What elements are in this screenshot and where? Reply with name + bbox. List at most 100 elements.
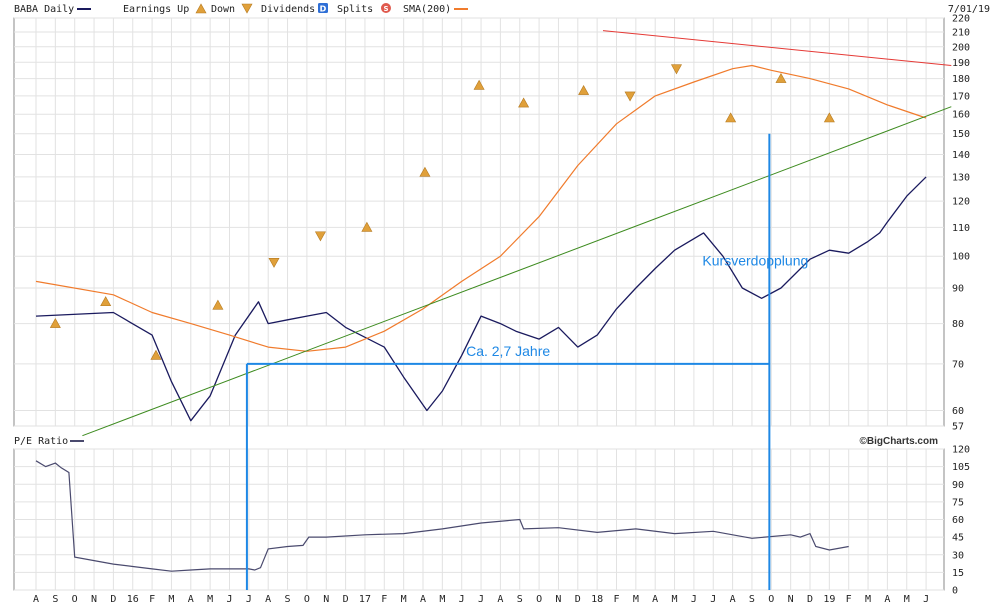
pe-y-tick-label: 90 <box>952 480 964 491</box>
x-tick-label: J <box>459 594 465 605</box>
price-y-axis: 57 60 70 80 90 100 110 120 130 140 150 160 170 180 190… <box>952 14 970 433</box>
x-tick-label: J <box>923 594 929 605</box>
earnings-up-icon <box>195 3 207 14</box>
x-tick-label: A <box>265 594 271 605</box>
x-tick-label: F <box>613 594 619 605</box>
x-tick-label: A <box>188 594 194 605</box>
pe-y-axis: 0 15 30 45 60 75 90 105 120 <box>952 445 970 597</box>
legend-dividends: Dividends <box>261 4 315 15</box>
pe-panel: P/E Ratio 0 15 30 45 60 75 90 105 120 <box>13 436 970 597</box>
x-tick-label: D <box>110 594 116 605</box>
price-y-tick-label: 170 <box>952 91 970 102</box>
earnings-up-marker <box>212 299 224 310</box>
earnings-up-marker <box>518 97 530 108</box>
x-tick-label: S <box>517 594 523 605</box>
price-y-tick-label: 57 <box>952 422 964 433</box>
x-tick-label: A <box>730 594 736 605</box>
x-tick-label: M <box>401 594 407 605</box>
pe-title: P/E Ratio <box>14 436 68 447</box>
x-tick-label: 17 <box>359 594 371 605</box>
price-y-tick-label: 220 <box>952 14 970 25</box>
x-tick-label: J <box>226 594 232 605</box>
price-y-tick-label: 130 <box>952 172 970 183</box>
earnings-up-marker <box>823 112 835 123</box>
x-tick-label: A <box>884 594 890 605</box>
pe-legend-swatch <box>70 440 84 442</box>
x-tick-label: J <box>478 594 484 605</box>
sma-200-line <box>35 64 927 352</box>
x-tick-label: 16 <box>127 594 139 605</box>
split-icon <box>381 3 391 13</box>
price-y-tick-label: 140 <box>952 150 970 161</box>
dividend-icon <box>318 3 328 13</box>
price-y-tick-label: 200 <box>952 42 970 53</box>
x-tick-label: A <box>420 594 426 605</box>
x-tick-label: A <box>652 594 658 605</box>
earnings-markers <box>49 64 835 360</box>
annotations: Ca. 2,7 Jahre Kursverdopplung <box>245 133 808 590</box>
price-y-tick-label: 210 <box>952 28 970 39</box>
price-y-tick-label: 100 <box>952 252 970 263</box>
pe-y-tick-label: 60 <box>952 515 964 526</box>
price-y-tick-label: 190 <box>952 58 970 69</box>
earnings-up-marker <box>150 349 162 360</box>
doubling-label: Kursverdopplung <box>702 252 808 268</box>
resistance-trendline <box>602 30 952 66</box>
x-tick-label: N <box>788 594 794 605</box>
sma-legend-swatch <box>454 8 468 10</box>
price-y-tick-label: 150 <box>952 129 970 140</box>
pe-ratio-line <box>35 460 849 572</box>
x-tick-label: 18 <box>591 594 603 605</box>
x-tick-label: S <box>749 594 755 605</box>
price-line <box>35 176 927 422</box>
x-tick-label: M <box>439 594 445 605</box>
earnings-up-marker <box>775 73 787 83</box>
earnings-up-marker <box>578 84 590 95</box>
x-tick-label: N <box>323 594 329 605</box>
earnings-down-icon <box>241 3 253 14</box>
x-tick-label: J <box>691 594 697 605</box>
x-tick-label: M <box>207 594 213 605</box>
split-badge-letter: S <box>383 5 388 13</box>
x-tick-label: A <box>497 594 503 605</box>
pe-y-tick-label: 120 <box>952 445 970 456</box>
x-tick-label: M <box>865 594 871 605</box>
price-y-tick-label: 90 <box>952 284 964 295</box>
x-tick-label: M <box>633 594 639 605</box>
dividend-badge-letter: D <box>320 5 327 14</box>
legend-sma: SMA(200) <box>403 4 451 15</box>
x-tick-label: O <box>304 594 310 605</box>
x-tick-label: M <box>168 594 174 605</box>
price-y-tick-label: 60 <box>952 406 964 417</box>
x-axis: A S O N D 16 F M A M J J A S O N D 17 F M A M J J A S O N D 18 F M A M J J A… <box>33 594 929 605</box>
x-tick-label: S <box>52 594 58 605</box>
price-panel: 57 60 70 80 90 100 110 120 130 140 150 160 170 180 190… <box>13 14 970 447</box>
pe-y-tick-label: 30 <box>952 550 964 561</box>
earnings-up-marker <box>725 112 737 123</box>
pe-y-tick-label: 15 <box>952 568 964 579</box>
x-tick-label: M <box>672 594 678 605</box>
price-grid <box>14 17 944 427</box>
span-label: Ca. 2,7 Jahre <box>466 343 550 359</box>
x-tick-label: D <box>575 594 581 605</box>
pe-y-tick-label: 75 <box>952 497 964 508</box>
price-y-tick-label: 120 <box>952 197 970 208</box>
x-tick-label: N <box>555 594 561 605</box>
earnings-down-marker <box>624 91 636 102</box>
chart-date: 7/01/19 <box>948 4 990 15</box>
x-tick-label: S <box>285 594 291 605</box>
x-tick-label: O <box>536 594 542 605</box>
legend-down: Down <box>211 4 235 15</box>
x-tick-label: D <box>807 594 813 605</box>
pe-y-tick-label: 45 <box>952 533 964 544</box>
legend-splits: Splits <box>337 4 373 15</box>
x-tick-label: F <box>149 594 155 605</box>
price-series <box>35 30 952 437</box>
x-tick-label: J <box>246 594 252 605</box>
x-tick-label: F <box>381 594 387 605</box>
earnings-down-marker <box>268 257 280 268</box>
credit-label: ©BigCharts.com <box>860 436 939 447</box>
x-tick-label: M <box>904 594 910 605</box>
earnings-up-marker <box>49 317 61 328</box>
price-y-tick-label: 110 <box>952 223 970 234</box>
